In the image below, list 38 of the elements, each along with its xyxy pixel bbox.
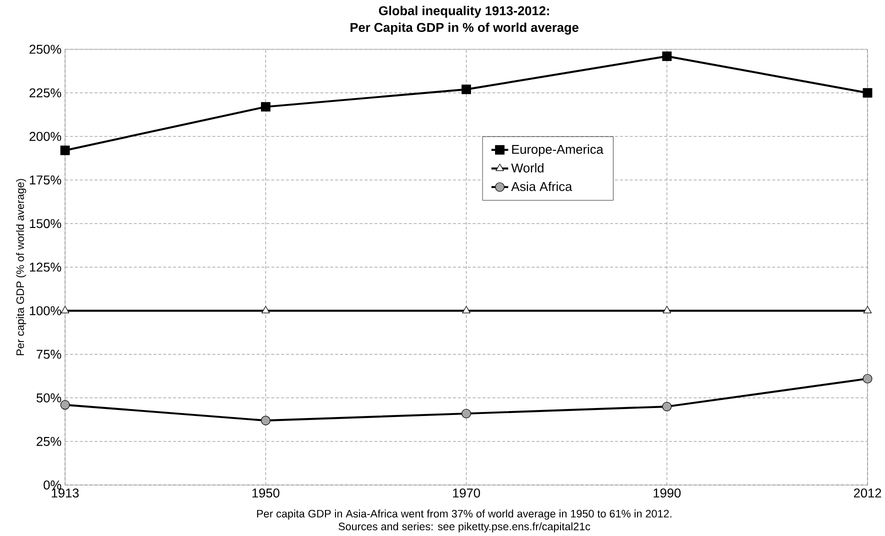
point <box>462 84 472 94</box>
y-tick-label: 125% <box>30 262 62 272</box>
y-tick-label: 200% <box>30 132 62 142</box>
legend-label: Europe-America <box>512 144 604 157</box>
y-tick-label: 225% <box>30 88 62 98</box>
y-tick-label: 75% <box>36 350 62 359</box>
chart-subtitle: Per Capita GDP in % of world average <box>350 22 578 35</box>
point <box>462 408 472 418</box>
source-note: Sources and series: see piketty.pse.ens.fr/capital21c <box>338 522 590 533</box>
x-tick-label: 1990 <box>654 488 681 498</box>
y-tick-label: 0% <box>44 480 62 490</box>
y-tick-label: 100% <box>30 306 62 316</box>
point <box>60 400 70 410</box>
legend-label: Asia Africa <box>511 182 572 192</box>
x-tick-label: 2012 <box>854 488 882 498</box>
y-tick-label: 150% <box>30 219 62 228</box>
point <box>862 88 872 98</box>
point <box>260 102 270 112</box>
point <box>863 306 872 314</box>
point <box>662 52 672 62</box>
x-tick-label: 1913 <box>52 488 79 498</box>
x-tick-label: 1970 <box>453 488 480 498</box>
y-tick-label: 50% <box>36 393 62 403</box>
point <box>462 306 470 314</box>
y-tick-label: 175% <box>30 176 62 185</box>
point <box>662 402 672 412</box>
point <box>662 306 672 314</box>
y-tick-label: 25% <box>36 437 62 446</box>
y-axis-title: Per capita GDP (% of world average) <box>16 179 26 356</box>
legend-label: World <box>511 163 544 173</box>
point <box>862 374 872 384</box>
point <box>260 416 270 426</box>
chart-title: Global inequality 1913-2012: <box>378 6 549 18</box>
y-tick-label: 250% <box>30 44 62 54</box>
point <box>60 146 70 156</box>
point <box>262 306 270 314</box>
text: Per capita GDP in Asia-Africa went from 37% of world average in 1950 to 61% in 2012. <box>257 510 672 520</box>
x-tick-label: 1950 <box>252 488 280 498</box>
